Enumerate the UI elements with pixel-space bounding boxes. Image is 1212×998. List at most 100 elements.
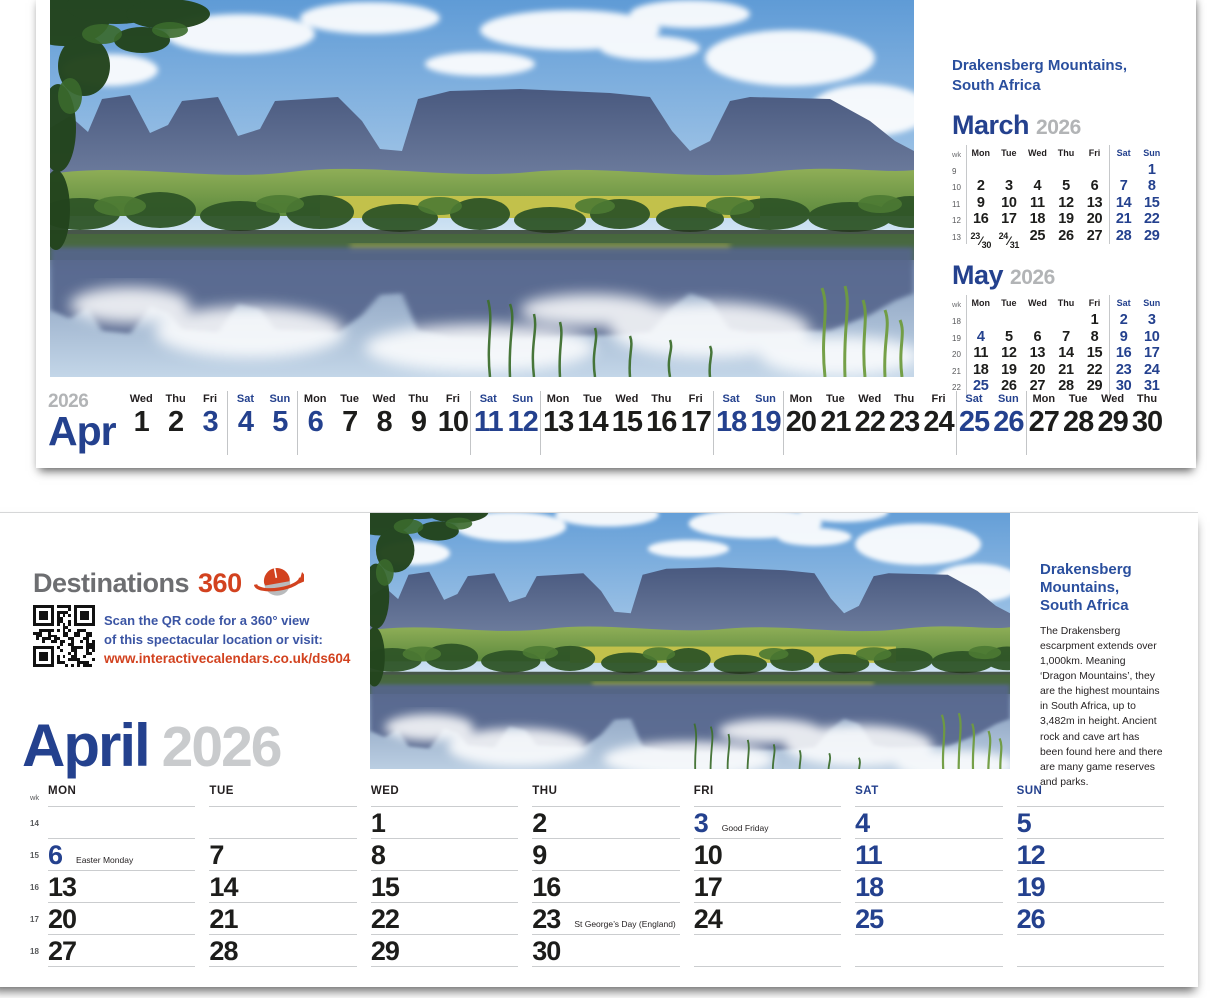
mini-day-header: Fri: [1088, 298, 1101, 309]
may-heading: May 2026: [952, 260, 1168, 291]
grid-date-number: 17: [693, 872, 723, 902]
strip-dow-label: Sat: [479, 393, 497, 405]
mini-day-cell: 28: [1058, 378, 1074, 395]
strip-dow-label: Sun: [997, 393, 1019, 405]
strip-day: Thu 23: [887, 391, 921, 455]
grid-date-cell: 19: [1016, 871, 1164, 903]
strip-day: Mon 27: [1025, 391, 1061, 455]
strip-dow-label: Fri: [688, 393, 703, 405]
strip-day: Mon 20: [782, 391, 818, 455]
mini-day-cell: [966, 312, 995, 329]
mini-day-header: Tue: [1001, 298, 1017, 309]
grid-date-number: 14: [209, 872, 238, 902]
mini-day-header: Wed: [1028, 298, 1047, 309]
grid-date-number: 24: [693, 904, 723, 934]
strip-day: Sat 18: [712, 391, 748, 455]
mini-day-cell: [1052, 162, 1081, 179]
strip-day: Wed 1: [124, 391, 158, 455]
strip-day: Wed 22: [853, 391, 887, 455]
strip-dow-label: Tue: [1068, 393, 1088, 405]
strip-date-number: 20: [785, 406, 817, 438]
grid-date-cell: 28: [209, 935, 357, 967]
strip-day: Fri 24: [921, 391, 955, 455]
grid-date-number: 28: [209, 936, 238, 966]
grid-week-number: 18: [30, 947, 39, 956]
strip-day: Tue 21: [818, 391, 852, 455]
mini-day-cell: 13: [1029, 345, 1046, 362]
strip-date-number: 5: [272, 406, 288, 438]
grid-day-header: TUE: [209, 785, 357, 807]
strip-date-number: 14: [577, 406, 608, 438]
mini-day-cell: 10: [1143, 328, 1160, 345]
mini-week-number: 11: [952, 199, 961, 209]
mini-day-cell: [1023, 162, 1052, 179]
strip-dow-label: Fri: [445, 393, 460, 405]
grid-date-cell: 21: [209, 903, 357, 935]
mini-week-number: 10: [952, 183, 961, 193]
mini-day-cell: 15: [1143, 194, 1160, 211]
grid-date-cell: [855, 935, 1003, 967]
strip-dow-label: Fri: [202, 393, 218, 405]
mini-day-cell: 11: [966, 345, 995, 362]
grid-week-number: 17: [30, 915, 39, 924]
strip-date-number: 1: [133, 406, 150, 438]
mini-day-cell: [1080, 162, 1109, 179]
grid-date-cell: 2: [532, 807, 680, 839]
grid-date-number: 5: [1016, 808, 1032, 838]
grid-date-number: 2: [532, 808, 547, 838]
march-mini-calendar: wk Mon Tue Wed Thu Fri Sat Sun 9 1 10 2 3 4 5 6 7 8 11 9 10 1…: [952, 144, 1166, 250]
strip-date-number: 3: [202, 406, 218, 438]
grid-date-number: 13: [48, 872, 77, 902]
mini-day-cell: 9: [966, 194, 995, 212]
strip-date-number: 12: [507, 406, 539, 438]
mini-day-header: Sun: [1143, 298, 1161, 309]
location-title-line1: Drakensberg Mountains,: [952, 57, 1128, 74]
mini-day-cell: 21: [1058, 361, 1074, 378]
month-title-year: 2026: [161, 715, 283, 779]
strip-year-label: 2026: [48, 391, 89, 412]
mini-day-cell: 26: [1001, 378, 1017, 395]
landscape-photo-top: [50, 0, 914, 377]
april-month-grid: wk MON TUE WED THU FRI SAT SUN 14 1 2 3 Good Friday 4…: [30, 785, 1178, 967]
grid-date-number: 7: [209, 840, 224, 870]
strip-date-number: 21: [820, 406, 851, 438]
strip-day: Wed 29: [1095, 391, 1129, 455]
holiday-label: Good Friday: [721, 823, 769, 833]
mini-day-cell: 3: [1004, 178, 1013, 195]
url-link[interactable]: www.interactivecalendars.co.uk/ds604: [104, 651, 351, 666]
strip-month-block: 2026 Apr: [42, 391, 124, 455]
mini-day-cell: 5: [1004, 328, 1013, 345]
grid-date-number: 26: [1016, 904, 1046, 934]
grid-date-cell: 4: [855, 807, 1003, 839]
strip-dow-label: Tue: [825, 393, 845, 405]
grid-wk-header: wk: [30, 793, 40, 802]
mini-day-cell: 12: [1058, 194, 1074, 211]
strip-day: Sat 25: [955, 391, 991, 455]
mini-day-header: Sat: [1108, 144, 1138, 162]
grid-date-number: 22: [370, 904, 400, 934]
landscape-photo-bottom: [370, 513, 1010, 769]
mini-day-cell: 31: [1143, 378, 1160, 395]
grid-date-cell: 13: [48, 871, 196, 903]
qr-caption-line2: of this spectacular location or visit:: [104, 632, 323, 647]
mini-week-number: 21: [952, 366, 961, 376]
strip-day: Thu 9: [401, 391, 435, 455]
calendar-bottom-page: Destinations 360 Scan the QR code for a …: [0, 512, 1198, 987]
mini-day-header: Thu: [1057, 147, 1075, 158]
grid-date-cell: 11: [855, 839, 1003, 871]
strip-dow-label: Tue: [583, 393, 602, 405]
grid-date-cell: [1016, 935, 1164, 967]
strip-day: Sun 5: [263, 391, 297, 455]
location-title: Drakensberg Mountains, South Africa: [952, 56, 1168, 96]
mini-day-cell: 16: [1108, 345, 1138, 362]
strip-day: Thu 30: [1130, 391, 1164, 455]
mini-day-cell: 20: [1029, 361, 1046, 378]
march-month-label: March: [952, 109, 1030, 140]
mini-day-cell: 6: [1033, 328, 1042, 345]
strip-date-number: 23: [889, 406, 920, 438]
strip-dow-label: Sun: [269, 393, 291, 405]
strip-date-number: 10: [437, 406, 469, 438]
mini-day-header: Tue: [1001, 147, 1017, 158]
top-page-right-column: Drakensberg Mountains, South Africa Marc…: [952, 56, 1168, 395]
